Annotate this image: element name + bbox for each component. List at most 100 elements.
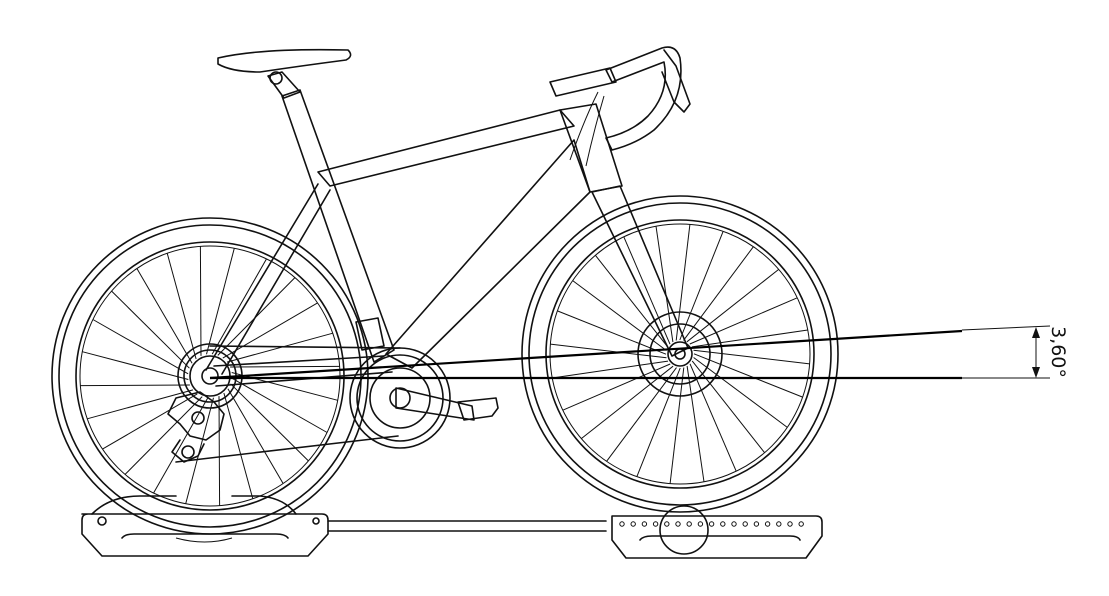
spoke (206, 248, 235, 355)
adjustment-hole (675, 521, 681, 527)
chainring-outer (349, 347, 451, 449)
brake-lever (661, 49, 691, 113)
spoke (124, 396, 203, 475)
spoke (689, 363, 737, 472)
adjustment-hole (641, 521, 648, 527)
adjustment-hole (742, 521, 748, 527)
spoke (185, 397, 214, 504)
seat-clamp (269, 71, 283, 85)
handlebar (605, 46, 682, 151)
cables (569, 91, 605, 167)
spoke (675, 224, 691, 341)
top-tube (317, 109, 575, 187)
spoke (218, 396, 221, 506)
adjustment-hole (630, 521, 636, 527)
spoke (111, 290, 190, 369)
spoke (623, 236, 671, 345)
rear-bolt-right (312, 517, 320, 525)
spoke (102, 393, 198, 450)
down-tube (385, 139, 591, 369)
spoke (92, 319, 189, 375)
spoke (230, 365, 340, 368)
adjustment-hole (664, 521, 670, 527)
axle-line (209, 329, 963, 380)
spoke (606, 367, 677, 462)
seat-tube (281, 89, 395, 363)
front-roller-drum (659, 505, 709, 555)
adjustment-hole (652, 521, 659, 527)
adjustment-hole (798, 521, 804, 527)
rear-bolt-left (97, 516, 107, 526)
adjustment-hole (720, 521, 726, 527)
adjustment-holes (619, 521, 804, 527)
stem (549, 67, 617, 97)
roller-rail (327, 520, 607, 532)
drivetrain (175, 317, 499, 463)
adjustment-hole (708, 521, 715, 527)
seat-stays (205, 183, 331, 375)
adjustment-hole (697, 521, 704, 527)
spoke (686, 269, 780, 343)
dimension-arrow-down (1032, 367, 1040, 378)
front-roller-housing (611, 515, 823, 559)
pedal (457, 397, 499, 421)
spoke (80, 384, 190, 387)
spoke (562, 363, 671, 411)
spoke (572, 280, 667, 351)
spoke (679, 231, 724, 341)
spoke (211, 258, 267, 355)
spoke (686, 365, 705, 482)
chain-bottom (175, 435, 399, 463)
head-tube (559, 103, 623, 193)
spoke (636, 367, 681, 477)
spoke (552, 360, 669, 379)
front-derailleur (355, 317, 385, 351)
front-spokes (550, 224, 810, 484)
spoke (691, 360, 765, 454)
frame (205, 46, 691, 387)
spoke (683, 246, 754, 341)
spoke (557, 310, 667, 355)
disc-brake-rotor (637, 311, 723, 397)
spoke (82, 351, 189, 380)
rear-roller-housing (81, 513, 329, 557)
chain-top (209, 345, 401, 349)
roller-trainer (81, 495, 823, 559)
rear-derailleur (167, 391, 225, 463)
adjustment-hole (686, 521, 692, 527)
spoke (199, 246, 202, 356)
spoke (166, 253, 197, 360)
rear-spokes (80, 246, 340, 506)
spoke (693, 353, 803, 398)
adjustment-hole (776, 521, 782, 527)
reference-lines: 3,60° (209, 325, 1069, 380)
adjustment-hole (753, 521, 760, 527)
spoke (693, 357, 788, 428)
spoke (691, 329, 808, 348)
seatpost (267, 71, 301, 99)
spoke (231, 377, 328, 433)
spoke (87, 389, 194, 420)
saddle (217, 48, 352, 73)
chain-stays (213, 355, 393, 387)
spoke (230, 383, 309, 462)
spoke (550, 343, 667, 359)
spoke (222, 302, 318, 359)
spoke (227, 388, 284, 484)
front-wheel (521, 195, 839, 513)
spoke (693, 349, 810, 365)
spoke (153, 397, 209, 494)
adjustment-hole (731, 521, 737, 527)
dimension-arrow-up (1032, 327, 1040, 338)
spoke (223, 392, 254, 499)
spoke (595, 254, 669, 348)
adjustment-hole (619, 521, 625, 527)
spoke (689, 297, 798, 345)
adjustment-hole (787, 521, 793, 527)
spoke (655, 226, 674, 343)
angle-dimension-label: 3,60° (1047, 326, 1069, 378)
crank-arm (395, 387, 475, 421)
rear-wheel (51, 217, 369, 535)
extension-line-upper (961, 325, 1051, 331)
